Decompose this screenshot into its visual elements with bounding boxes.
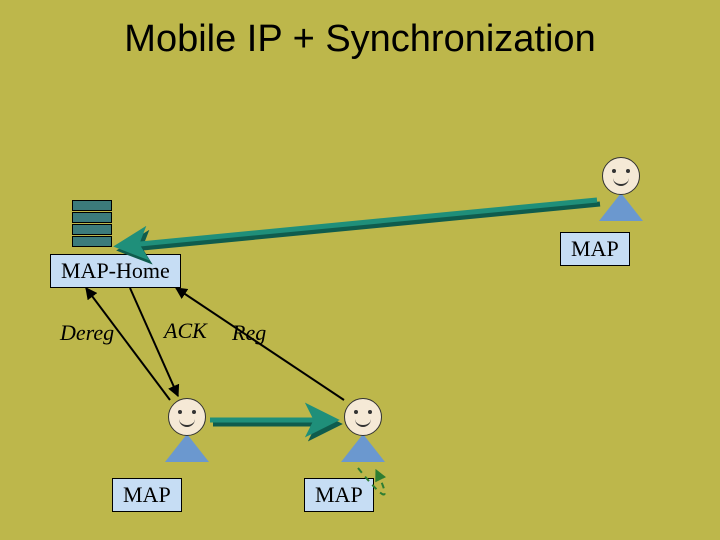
dereg-label: Dereg bbox=[60, 320, 114, 346]
person-icon bbox=[338, 398, 388, 462]
map-bottom-right-label: MAP bbox=[304, 478, 374, 512]
database-icon bbox=[72, 200, 112, 248]
ack-label: ACK bbox=[164, 318, 207, 344]
reg-label: Reg bbox=[232, 320, 266, 346]
person-icon bbox=[162, 398, 212, 462]
person-icon bbox=[596, 157, 646, 221]
map-home-label: MAP-Home bbox=[50, 254, 181, 288]
page-title: Mobile IP + Synchronization bbox=[0, 18, 720, 61]
map-bottom-left-label: MAP bbox=[112, 478, 182, 512]
map-right-label: MAP bbox=[560, 232, 630, 266]
